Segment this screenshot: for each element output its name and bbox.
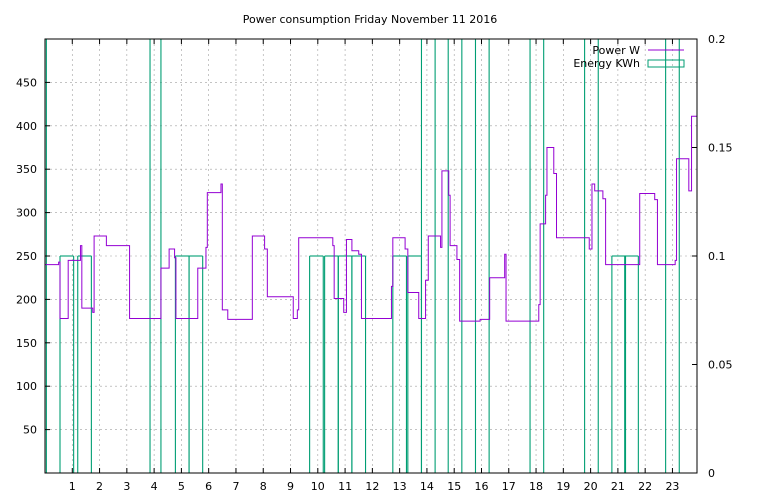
x-tick-label: 22 (638, 480, 652, 493)
y-tick-label: 450 (16, 76, 37, 89)
x-tick-label: 18 (529, 480, 543, 493)
x-tick-label: 2 (96, 480, 103, 493)
x-tick-label: 11 (338, 480, 352, 493)
x-tick-label: 1 (69, 480, 76, 493)
x-tick-label: 17 (502, 480, 516, 493)
x-tick-label: 9 (287, 480, 294, 493)
x-tick-label: 4 (151, 480, 158, 493)
y-tick-label: 350 (16, 163, 37, 176)
y-tick-label: 300 (16, 207, 37, 220)
y-tick-label: 250 (16, 250, 37, 263)
x-tick-label: 14 (420, 480, 434, 493)
legend: Power W Energy KWh (573, 44, 685, 70)
y2-tick-label: 0 (708, 467, 715, 480)
y-tick-label: 50 (23, 424, 37, 437)
x-tick-label: 15 (447, 480, 461, 493)
x-tick-label: 19 (556, 480, 570, 493)
x-tick-label: 8 (260, 480, 267, 493)
x-tick-label: 6 (205, 480, 212, 493)
legend-label-energy: Energy KWh (573, 57, 640, 70)
legend-swatch-energy (647, 59, 685, 68)
y2-tick-label: 0.1 (708, 250, 726, 263)
x-tick-label: 12 (365, 480, 379, 493)
y2-tick-label: 0.15 (708, 142, 733, 155)
y2-tick-label: 0.05 (708, 359, 733, 372)
y-tick-label: 100 (16, 380, 37, 393)
chart-title: Power consumption Friday November 11 201… (243, 13, 498, 26)
y-tick-label: 150 (16, 337, 37, 350)
x-tick-label: 7 (232, 480, 239, 493)
grid (45, 39, 697, 473)
x-tick-label: 5 (178, 480, 185, 493)
x-tick-label: 20 (584, 480, 598, 493)
y2-tick-label: 0.2 (708, 33, 726, 46)
x-tick-label: 10 (311, 480, 325, 493)
y-tick-label: 400 (16, 120, 37, 133)
series-energy (45, 39, 680, 473)
x-tick-label: 3 (123, 480, 130, 493)
x-tick-label: 13 (393, 480, 407, 493)
x-tick-label: 21 (611, 480, 625, 493)
series-power (45, 115, 697, 322)
legend-label-power: Power W (592, 44, 640, 57)
y-tick-label: 200 (16, 293, 37, 306)
ticks: 1 2 3 4 5 6 7 8 9 10 11 12 13 14 15 16 17 18 19 20 21 22 23501… (16, 33, 733, 493)
x-tick-label: 16 (474, 480, 488, 493)
x-tick-label: 23 (665, 480, 679, 493)
power-line (45, 115, 697, 322)
